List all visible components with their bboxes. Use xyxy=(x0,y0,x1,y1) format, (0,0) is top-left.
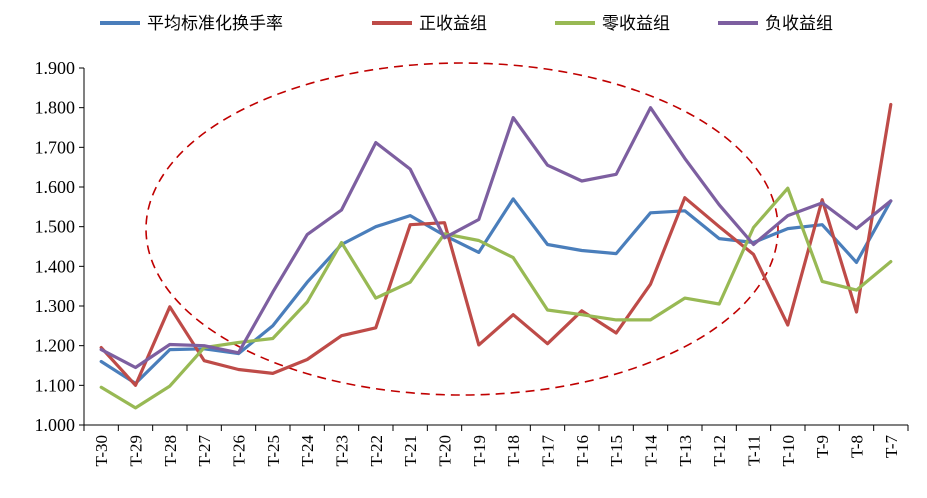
x-tick-label: T-22 xyxy=(367,435,386,467)
x-tick-label: T-20 xyxy=(436,435,455,467)
x-tick-label: T-24 xyxy=(298,435,317,467)
legend-label-1: 平均标准化换手率 xyxy=(147,14,283,34)
y-tick-label: 1.300 xyxy=(35,296,76,316)
x-tick-label: T-23 xyxy=(333,435,352,467)
series-line-2 xyxy=(99,102,893,387)
legend-label-3: 零收益组 xyxy=(602,14,670,34)
x-tick-label: T-16 xyxy=(573,435,592,467)
x-tick-label: T-18 xyxy=(504,435,523,467)
y-tick-label: 1.500 xyxy=(35,217,76,237)
x-tick-label: T-21 xyxy=(401,435,420,467)
x-tick-label: T-8 xyxy=(848,435,867,458)
annotation-layer xyxy=(145,62,779,396)
x-tick-label: T-19 xyxy=(470,435,489,467)
x-tick-label: T-28 xyxy=(161,435,180,467)
x-tick-label: T-27 xyxy=(195,435,214,467)
y-tick-label: 1.400 xyxy=(35,256,76,276)
legend: 平均标准化换手率 正收益组 零收益组 负收益组 xyxy=(100,14,833,34)
y-tick-label: 1.100 xyxy=(35,375,76,395)
x-tick-label: T-26 xyxy=(230,435,249,467)
y-tick-label: 1.800 xyxy=(35,98,76,118)
dashed-ellipse-annotation xyxy=(145,62,779,396)
x-tick-label: T-10 xyxy=(779,435,798,467)
x-tick-label: T-15 xyxy=(607,435,626,467)
x-tick-label: T-13 xyxy=(676,435,695,467)
series-line-4 xyxy=(99,106,893,370)
x-tick-label: T-12 xyxy=(710,435,729,467)
series-layer xyxy=(99,102,893,410)
x-tick-label: T-30 xyxy=(92,435,111,467)
legend-label-2: 正收益组 xyxy=(419,14,487,34)
x-tick-label: T-29 xyxy=(127,435,146,467)
y-tick-label: 1.000 xyxy=(35,415,76,435)
x-tick-label: T-17 xyxy=(539,435,558,467)
x-tick-label: T-25 xyxy=(264,435,283,467)
x-tick-label: T-7 xyxy=(882,435,901,458)
y-tick-label: 1.700 xyxy=(35,137,76,157)
x-tick-label: T-9 xyxy=(813,435,832,458)
y-tick-label: 1.600 xyxy=(35,177,76,197)
x-tick-label: T-11 xyxy=(745,435,764,466)
y-tick-label: 1.200 xyxy=(35,336,76,356)
y-tick-label: 1.900 xyxy=(35,58,76,78)
legend-label-4: 负收益组 xyxy=(765,14,833,34)
axes: 1.000 1.100 1.200 1.300 1.400 1.500 1.600 1.700… xyxy=(35,58,909,467)
x-tick-label: T-14 xyxy=(642,435,661,467)
series-line-3 xyxy=(99,186,893,410)
